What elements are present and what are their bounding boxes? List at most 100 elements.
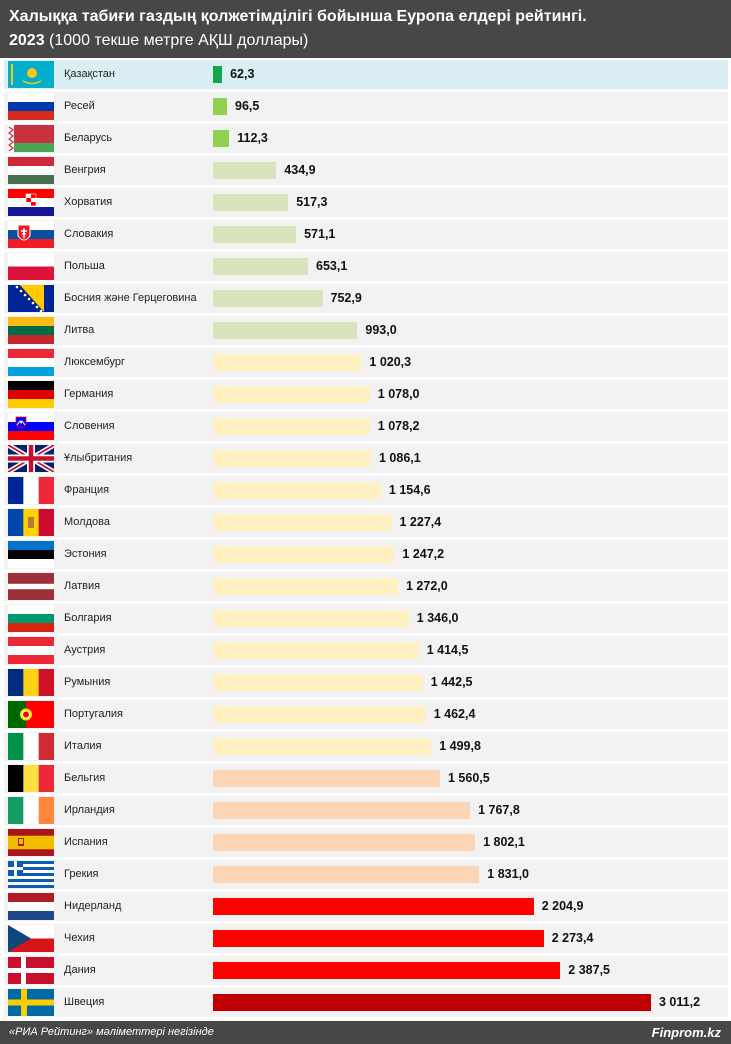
lv-flag-icon xyxy=(8,573,54,600)
country-label: Болгария xyxy=(64,612,112,624)
table-row: Беларусь 112,3 xyxy=(4,124,728,153)
table-row: Франция 1 154,6 xyxy=(4,476,728,505)
gr-flag-icon xyxy=(8,861,54,888)
bar xyxy=(213,546,395,563)
value-label: 1 086,1 xyxy=(379,451,421,465)
table-row: Босния және Герцеговина 752,9 xyxy=(4,284,728,313)
bar xyxy=(213,418,370,435)
table-row: Швеция 3 011,2 xyxy=(4,988,728,1017)
bar xyxy=(213,706,426,723)
bar xyxy=(213,770,440,787)
value-label: 1 272,0 xyxy=(406,579,448,593)
country-label: Словения xyxy=(64,420,115,432)
cz-flag-icon xyxy=(8,925,54,952)
country-label: Хорватия xyxy=(64,196,113,208)
country-label: Венгрия xyxy=(64,164,106,176)
ro-flag-icon xyxy=(8,669,54,696)
bar xyxy=(213,866,480,883)
country-label: Беларусь xyxy=(64,132,113,144)
value-label: 112,3 xyxy=(237,131,268,145)
ru-flag-icon xyxy=(8,93,54,120)
value-label: 1 767,8 xyxy=(478,803,520,817)
value-label: 752,9 xyxy=(330,291,362,305)
chart-header: Халыққа табиғи газдың қолжетімділігі бой… xyxy=(0,0,731,58)
country-label: Ресей xyxy=(64,100,95,112)
country-label: Франция xyxy=(64,484,110,496)
ba-flag-icon xyxy=(8,285,54,312)
table-row: Словакия 571,1 xyxy=(4,220,728,249)
bg-flag-icon xyxy=(8,605,54,632)
bar xyxy=(213,674,423,691)
table-row: Эстония 1 247,2 xyxy=(4,540,728,569)
table-row: Ұлыбритания 1 086,1 xyxy=(4,444,728,473)
bar xyxy=(213,610,409,627)
gb-flag-icon xyxy=(8,445,54,472)
country-label: Швеция xyxy=(64,996,105,1008)
bar xyxy=(213,258,308,275)
be-flag-icon xyxy=(8,765,54,792)
table-row: Португалия 1 462,4 xyxy=(4,700,728,729)
chart-footer: «РИА Рейтинг» мәліметтері негізінде Finp… xyxy=(0,1021,731,1044)
chart-unit: (1000 текше метрге АҚШ доллары) xyxy=(49,32,309,49)
value-label: 2 204,9 xyxy=(541,899,584,913)
bar xyxy=(213,834,476,851)
table-row: Аустрия 1 414,5 xyxy=(4,636,728,665)
lu-flag-icon xyxy=(8,349,54,376)
bar xyxy=(213,450,371,467)
value-label: 1 154,6 xyxy=(388,483,431,497)
bar xyxy=(213,578,398,595)
es-flag-icon xyxy=(8,829,54,856)
hr-flag-icon xyxy=(8,189,54,216)
bar xyxy=(213,994,651,1011)
country-label: Эстония xyxy=(64,548,107,560)
table-row: Қазақстан 62,3 xyxy=(4,60,728,89)
bar xyxy=(213,930,544,947)
table-row: Болгария 1 346,0 xyxy=(4,604,728,633)
bar xyxy=(213,66,223,83)
country-label: Португалия xyxy=(64,708,123,720)
value-label: 1 462,4 xyxy=(433,707,476,721)
country-label: Дания xyxy=(64,964,96,976)
value-label: 1 414,5 xyxy=(426,643,469,657)
bar xyxy=(213,386,370,403)
table-row: Нидерланд 2 204,9 xyxy=(4,892,728,921)
brand-logo: Finprom.kz xyxy=(651,1025,721,1040)
table-row: Ресей 96,5 xyxy=(4,92,728,121)
table-row: Люксембург 1 020,3 xyxy=(4,348,728,377)
table-row: Молдова 1 227,4 xyxy=(4,508,728,537)
kz-flag-icon xyxy=(8,61,54,88)
chart-year: 2023 xyxy=(9,32,45,49)
value-label: 1 442,5 xyxy=(430,675,473,689)
value-label: 434,9 xyxy=(284,163,316,177)
bar xyxy=(213,962,561,979)
table-row: Ирландия 1 767,8 xyxy=(4,796,728,825)
it-flag-icon xyxy=(8,733,54,760)
fr-flag-icon xyxy=(8,477,54,504)
bar xyxy=(213,322,358,339)
country-label: Латвия xyxy=(64,580,101,592)
country-label: Босния және Герцеговина xyxy=(64,292,197,304)
value-label: 1 802,1 xyxy=(483,835,525,849)
country-label: Аустрия xyxy=(64,644,106,656)
bar xyxy=(213,898,534,915)
country-label: Словакия xyxy=(64,228,114,240)
country-label: Молдова xyxy=(64,516,110,528)
bar xyxy=(213,642,419,659)
value-label: 571,1 xyxy=(304,227,336,241)
dk-flag-icon xyxy=(8,957,54,984)
value-label: 1 078,0 xyxy=(377,387,420,401)
table-row: Латвия 1 272,0 xyxy=(4,572,728,601)
table-row: Дания 2 387,5 xyxy=(4,956,728,985)
by-flag-icon xyxy=(8,125,54,152)
value-label: 1 560,5 xyxy=(448,771,490,785)
country-label: Нидерланд xyxy=(64,900,122,912)
bar xyxy=(213,354,362,371)
si-flag-icon xyxy=(8,413,54,440)
pt-flag-icon xyxy=(8,701,54,728)
table-row: Чехия 2 273,4 xyxy=(4,924,728,953)
country-label: Чехия xyxy=(64,932,95,944)
bar xyxy=(213,130,230,147)
value-label: 993,0 xyxy=(365,323,397,337)
value-label: 1 346,0 xyxy=(416,611,459,625)
country-label: Польша xyxy=(64,260,105,272)
